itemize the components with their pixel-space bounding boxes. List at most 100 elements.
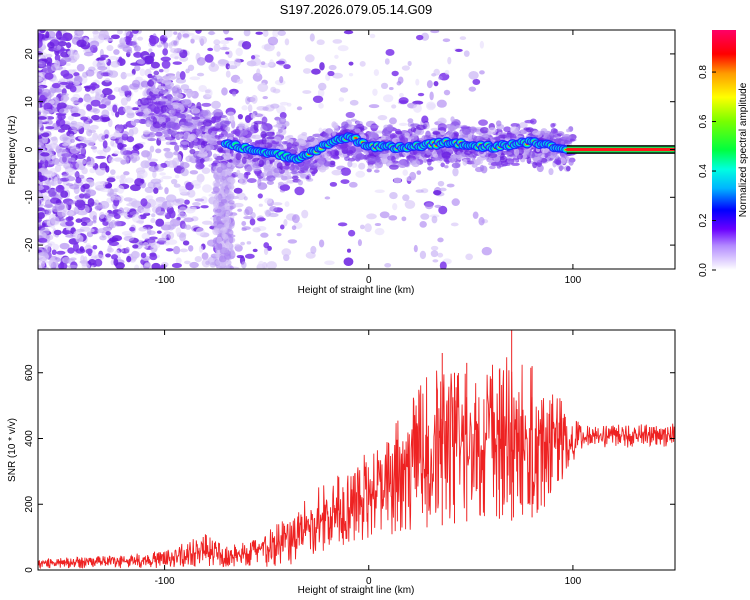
spectrogram-cell <box>188 245 194 252</box>
spectrogram-cell <box>333 155 340 160</box>
spectrogram-cell <box>225 210 230 217</box>
spectrogram-cell <box>224 203 231 209</box>
spectrogram-cell <box>207 31 216 35</box>
spectrogram-cell <box>38 207 45 212</box>
spectrogram-cell <box>80 116 89 121</box>
spectrogram-cell <box>125 147 134 151</box>
spectrogram-cell <box>89 40 100 48</box>
spectrogram-cell <box>160 105 167 114</box>
spectrogram-cell <box>439 261 447 269</box>
spectrogram-cell <box>185 89 195 98</box>
spectrogram-cell <box>140 178 145 184</box>
spectrogram-cell <box>532 130 541 136</box>
spectrogram-cell <box>443 89 451 96</box>
spectrogram-cell <box>181 30 191 40</box>
spectrogram-cell <box>215 175 223 184</box>
spectrogram-cell <box>96 149 104 155</box>
spectrogram-cell <box>395 130 403 135</box>
colorbar-tick-label: 0.0 <box>698 263 709 277</box>
spectrogram-cell <box>157 186 163 191</box>
spectrogram-cell <box>374 169 380 173</box>
spectrogram-cell <box>84 137 95 147</box>
spectrogram-cell <box>261 116 268 124</box>
spectrogram-cell <box>149 145 155 153</box>
spectrogram-cell <box>50 64 59 72</box>
spectrogram-cell <box>284 201 290 208</box>
spectrogram-cell <box>364 223 372 233</box>
spectrogram-cell <box>44 245 51 253</box>
bottom-ylabel: SNR (10 * v/v) <box>7 418 18 482</box>
spectrogram-cell <box>415 189 424 193</box>
spectrogram-cell <box>183 217 194 223</box>
spectrogram-cell <box>126 136 135 143</box>
spectrogram-cell <box>239 177 248 185</box>
spectrogram-cell <box>119 90 125 97</box>
spectrogram-cell <box>221 87 228 96</box>
spectrogram-cell <box>104 38 114 42</box>
colorbar-label: Normalized spectral amplitude <box>738 82 749 217</box>
spectrogram-cell <box>346 146 356 154</box>
spectrogram-cell <box>215 258 220 265</box>
spectrogram-cell <box>264 197 273 204</box>
spectrogram-cell <box>255 31 264 35</box>
spectrogram-cell <box>529 118 537 125</box>
spectrogram-cell <box>220 120 230 127</box>
spectrogram-cell <box>195 162 205 170</box>
spectrogram-cell <box>217 223 224 229</box>
spectrogram-cell <box>465 253 473 261</box>
spectrogram-cell <box>450 222 459 227</box>
spectrogram-cell <box>189 261 199 269</box>
spectrogram-cell <box>434 204 442 208</box>
spectrogram-cell <box>166 75 176 81</box>
spectrogram-cell <box>478 217 485 226</box>
spectrogram-cell <box>355 153 366 161</box>
spectrogram-cell <box>198 84 207 93</box>
spectrogram-cell <box>425 130 431 139</box>
spectrogram-cell <box>194 255 202 263</box>
spectrogram-cell <box>65 216 73 222</box>
spectrogram-cell <box>165 117 171 122</box>
spectrogram-cell <box>140 80 149 88</box>
spectrogram-cell <box>45 31 50 39</box>
spectrogram-cell <box>247 104 253 113</box>
spectrogram-cell <box>318 239 325 248</box>
spectrogram-cell <box>266 180 274 185</box>
spectrogram-cell <box>75 234 84 243</box>
spectrogram-cell <box>291 225 297 231</box>
spectrogram-cell <box>473 135 484 142</box>
spectrogram-cell <box>360 224 365 230</box>
spectrogram-cell <box>126 109 134 114</box>
spectrogram-cell <box>40 152 50 157</box>
spectrogram-cell <box>229 235 234 244</box>
spectrogram-cell <box>83 95 93 102</box>
spectrogram-cell <box>451 162 461 169</box>
spectrogram-cell <box>76 63 85 72</box>
spectrogram-cell <box>180 162 190 169</box>
spectrogram-cell <box>67 49 76 57</box>
spectrogram-cell <box>58 108 69 114</box>
spectrogram-cell <box>386 124 394 132</box>
spectrogram-cell <box>47 41 55 49</box>
spectrogram-cell <box>389 191 398 200</box>
spectrogram-cell <box>170 87 178 92</box>
spectrogram-cell <box>263 247 269 255</box>
spectrogram-cell <box>324 196 331 200</box>
spectrogram-cell <box>374 222 382 227</box>
spectrogram-cell <box>195 157 201 165</box>
spectrogram-cell <box>179 248 188 253</box>
spectrogram-cell <box>133 51 143 58</box>
spectrogram-cell <box>479 126 489 134</box>
spectrogram-cell <box>389 164 399 170</box>
spectrogram-cell <box>282 165 291 170</box>
spectrogram-cell <box>204 54 214 63</box>
spectrogram-cell <box>420 213 430 220</box>
spectrogram-cell <box>148 35 160 45</box>
spectrogram-cell <box>69 257 77 261</box>
spectrogram-cell <box>105 253 111 258</box>
spectrogram-cell <box>223 152 232 161</box>
spectrogram-cell <box>201 167 211 174</box>
spectrogram-cell <box>211 100 221 109</box>
spectrogram-cell <box>159 172 166 176</box>
spectrogram-cell <box>168 231 175 240</box>
spectrogram-cell <box>287 239 298 244</box>
